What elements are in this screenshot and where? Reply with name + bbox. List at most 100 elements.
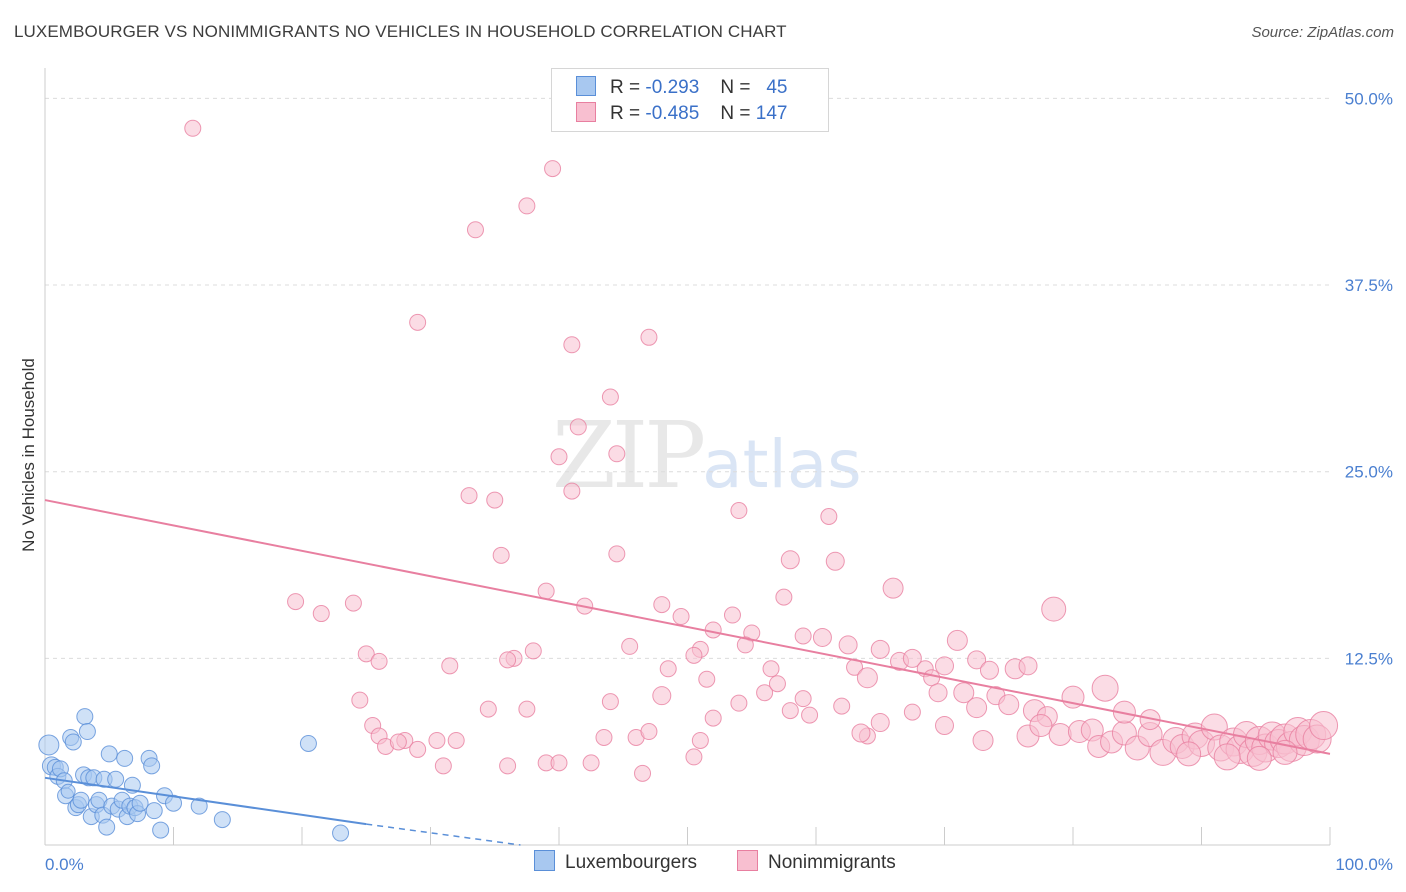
data-point bbox=[100, 745, 118, 763]
data-point bbox=[582, 754, 600, 772]
data-point bbox=[935, 656, 954, 676]
data-point bbox=[357, 645, 375, 663]
bottom-legend-luxembourgers: Luxembourgers bbox=[534, 850, 697, 874]
data-point bbox=[145, 802, 163, 820]
legend-r-label: R = bbox=[610, 77, 641, 98]
data-point bbox=[967, 650, 987, 670]
data-point bbox=[479, 700, 497, 718]
legend-n-label: N = bbox=[720, 103, 751, 124]
data-point bbox=[825, 551, 845, 571]
data-point bbox=[736, 636, 754, 654]
data-point bbox=[634, 764, 652, 782]
data-point bbox=[213, 811, 231, 829]
data-point bbox=[946, 629, 968, 651]
data-point bbox=[60, 783, 76, 799]
data-point bbox=[704, 709, 722, 727]
data-point bbox=[601, 388, 619, 406]
data-point bbox=[768, 675, 786, 693]
data-point bbox=[640, 723, 658, 741]
data-point bbox=[107, 770, 125, 788]
series-points bbox=[38, 119, 1339, 842]
data-point bbox=[966, 697, 988, 719]
data-point bbox=[1091, 674, 1119, 702]
data-point bbox=[38, 734, 60, 756]
data-point bbox=[870, 713, 890, 733]
data-point bbox=[794, 690, 812, 708]
data-point bbox=[499, 757, 517, 775]
data-point bbox=[537, 582, 555, 600]
data-point bbox=[621, 637, 639, 655]
data-point bbox=[801, 706, 819, 724]
data-point bbox=[653, 596, 671, 614]
correlation-legend: R = -0.293 N = 45 R = -0.485 N = 147 bbox=[551, 68, 829, 132]
data-point bbox=[152, 821, 170, 839]
legend-row-luxembourgers: R = -0.293 N = 45 bbox=[576, 76, 787, 100]
data-point bbox=[389, 733, 407, 751]
data-point bbox=[428, 731, 446, 749]
data-point bbox=[447, 731, 465, 749]
data-point bbox=[563, 482, 581, 500]
data-point bbox=[492, 546, 510, 564]
data-point bbox=[78, 723, 96, 741]
trend-line bbox=[44, 499, 1331, 755]
bottom-legend-nonimmigrants: Nonimmigrants bbox=[737, 850, 896, 874]
data-point bbox=[184, 119, 202, 137]
data-point bbox=[332, 824, 350, 842]
data-point bbox=[312, 605, 330, 623]
y-tick-label: 37.5% bbox=[1345, 276, 1393, 295]
data-point bbox=[685, 748, 703, 766]
data-point bbox=[351, 691, 369, 709]
data-point bbox=[775, 588, 793, 606]
data-point bbox=[601, 693, 619, 711]
data-point bbox=[544, 160, 562, 178]
data-point bbox=[1246, 745, 1272, 771]
trend-line bbox=[44, 776, 367, 826]
data-point bbox=[486, 491, 504, 509]
data-point bbox=[1018, 656, 1038, 676]
data-point bbox=[64, 733, 82, 751]
legend-r-label: R = bbox=[610, 103, 641, 124]
legend-r-value: -0.485 bbox=[645, 103, 700, 124]
data-point bbox=[344, 594, 362, 612]
data-point bbox=[972, 729, 994, 751]
data-point bbox=[1048, 723, 1072, 747]
data-point bbox=[928, 683, 948, 703]
data-point bbox=[723, 606, 741, 624]
watermark-atlas: atlas bbox=[702, 426, 862, 503]
data-point bbox=[409, 313, 427, 331]
data-point bbox=[524, 642, 542, 660]
data-point bbox=[1041, 596, 1067, 622]
data-point bbox=[460, 487, 478, 505]
source-credit: Source: ZipAtlas.com bbox=[1251, 24, 1394, 41]
data-point bbox=[518, 197, 536, 215]
y-axis-label: No Vehicles in Household bbox=[19, 358, 38, 552]
data-point bbox=[569, 418, 587, 436]
data-point bbox=[820, 507, 838, 525]
data-point bbox=[685, 646, 703, 664]
gridlines bbox=[45, 97, 1330, 659]
x-tick-label: 0.0% bbox=[45, 855, 84, 874]
data-point bbox=[608, 545, 626, 563]
legend-swatch-blue bbox=[576, 76, 596, 96]
data-point bbox=[131, 794, 149, 812]
data-point bbox=[781, 702, 799, 720]
data-point bbox=[851, 723, 871, 743]
data-point bbox=[499, 651, 517, 669]
data-point bbox=[550, 448, 568, 466]
data-point bbox=[870, 639, 890, 659]
data-point bbox=[903, 703, 921, 721]
data-point bbox=[812, 627, 832, 647]
data-point bbox=[998, 694, 1020, 716]
data-point bbox=[165, 794, 182, 812]
data-point bbox=[595, 728, 613, 746]
legend-swatch-pink bbox=[576, 102, 596, 122]
data-point bbox=[935, 716, 954, 736]
data-point bbox=[98, 818, 116, 836]
data-point bbox=[1213, 743, 1241, 771]
x-tick-label: 100.0% bbox=[1335, 855, 1393, 874]
bottom-legend-label: Luxembourgers bbox=[565, 852, 698, 873]
data-point bbox=[652, 686, 672, 706]
data-point bbox=[518, 700, 536, 718]
y-tick-label: 50.0% bbox=[1345, 89, 1393, 108]
